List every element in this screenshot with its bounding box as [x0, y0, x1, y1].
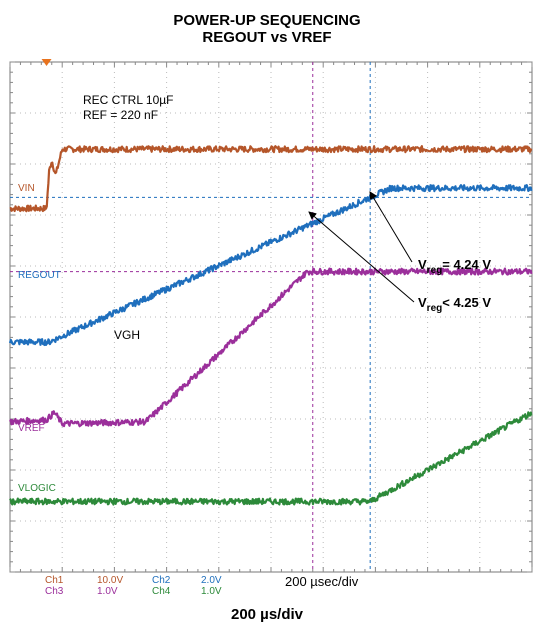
channel-volts: 1.0V	[201, 586, 222, 597]
trace-label-vref: VREF	[18, 423, 45, 434]
channel-name: Ch1	[45, 575, 64, 586]
channel-name: Ch3	[45, 586, 64, 597]
annotation-vreg-less: Vreg< 4.25 V	[418, 295, 491, 314]
channel-name: Ch4	[152, 586, 171, 597]
trace-regout	[8, 184, 533, 346]
channel-volts: 1.0V	[97, 586, 118, 597]
grid	[9, 61, 533, 573]
arrow-vreg-equal	[369, 191, 413, 263]
chart-subtitle: REGOUT vs VREF	[202, 29, 332, 46]
trace-label-regout: REGOUT	[18, 270, 61, 281]
footer-timebase: 200 µs/div	[230, 606, 304, 623]
chart-title: POWER-UP SEQUENCING	[173, 12, 361, 29]
annotation-vreg-equal: Vreg= 4.24 V	[418, 257, 491, 276]
annotation-cond2: REF = 220 nF	[83, 108, 158, 122]
channel-volts: 10.0V	[97, 575, 123, 586]
trace-vin	[9, 145, 533, 213]
traces	[8, 145, 533, 506]
trace-vlogic	[9, 411, 533, 506]
annotation-vgh: VGH	[114, 328, 140, 342]
arrow-vreg-less	[308, 211, 415, 303]
trace-label-vin: VIN	[18, 183, 35, 194]
trace-label-vlogic: VLOGIC	[18, 483, 56, 494]
channel-volts: 2.0V	[201, 575, 222, 586]
trigger-marker	[41, 59, 52, 66]
annotation-timebase: 200 µsec/div	[285, 574, 359, 589]
trace-vref	[9, 267, 533, 428]
annotation-cond1: REC CTRL 10µF	[83, 93, 174, 107]
channel-name: Ch2	[152, 575, 171, 586]
